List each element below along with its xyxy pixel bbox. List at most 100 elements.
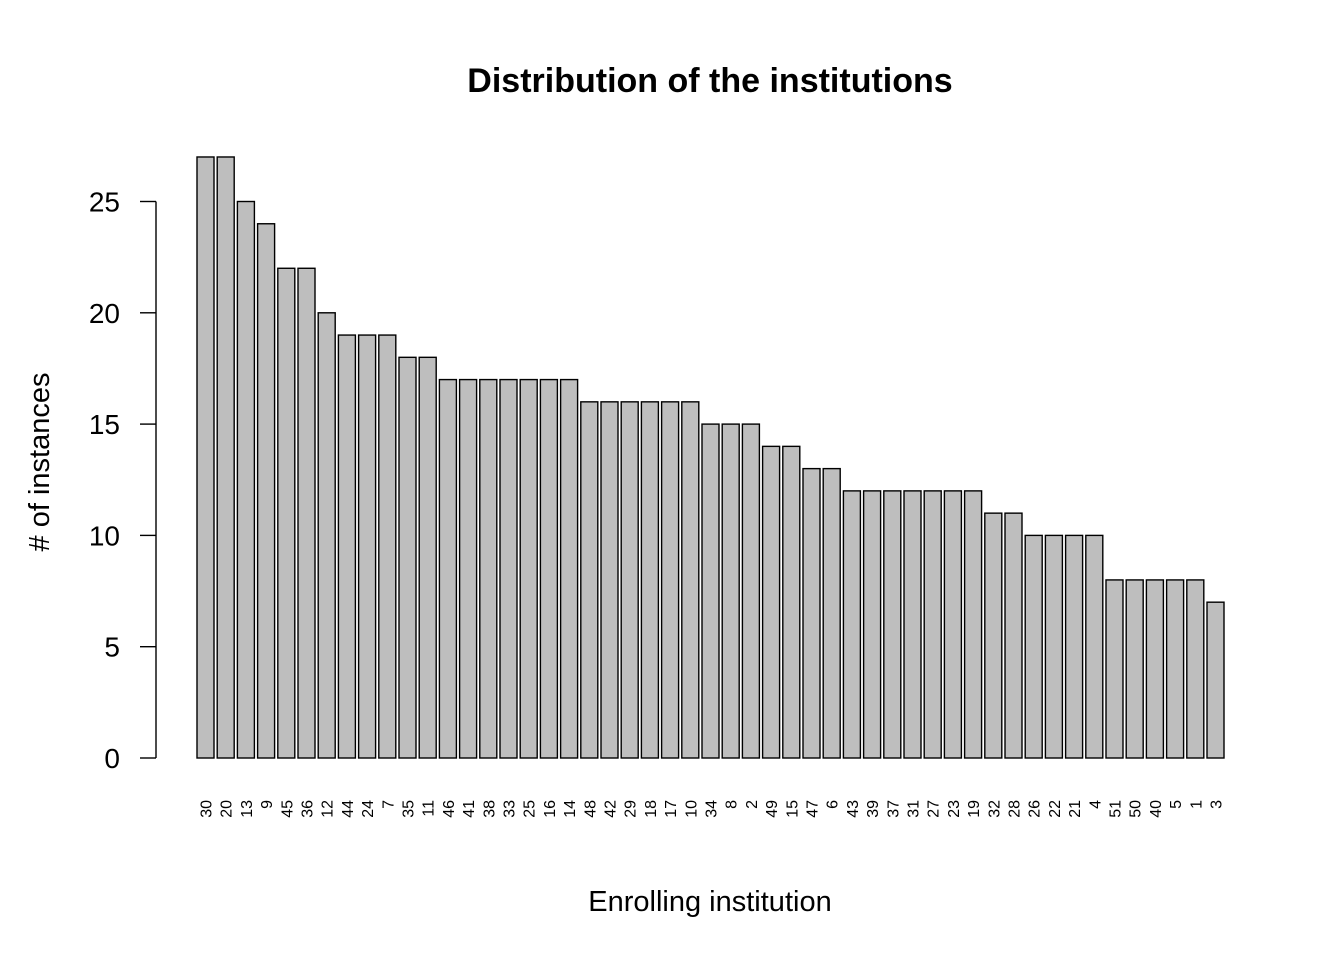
bar-34 bbox=[701, 423, 720, 759]
x-axis-label: Enrolling institution bbox=[588, 886, 831, 918]
x-tick-label: 35 bbox=[401, 800, 418, 818]
bar-3 bbox=[1206, 601, 1225, 759]
bar-50 bbox=[1125, 579, 1144, 759]
bar-51 bbox=[1105, 579, 1124, 759]
bar-5 bbox=[1165, 579, 1185, 759]
x-tick-label: 45 bbox=[279, 800, 296, 818]
bar-9 bbox=[256, 223, 276, 759]
x-tick-label: 24 bbox=[360, 800, 377, 818]
bar-12 bbox=[317, 312, 336, 759]
x-tick-label: 6 bbox=[825, 800, 842, 809]
bar-8 bbox=[721, 423, 740, 759]
x-tick-label: 4 bbox=[1087, 800, 1104, 809]
bar-48 bbox=[580, 401, 599, 759]
x-tick-labels: 30 20 13 9 45 36 12 44 24 7 35 11 46 41 38 33 25 16 14 48 42… bbox=[199, 800, 1226, 818]
x-tick-label: 12 bbox=[320, 800, 337, 818]
bar-32 bbox=[984, 512, 1003, 759]
x-tick-label: 50 bbox=[1128, 800, 1145, 818]
y-tick-label: 15 bbox=[89, 409, 120, 440]
bar-17 bbox=[660, 401, 680, 759]
bar-18 bbox=[640, 401, 660, 759]
x-tick-label: 23 bbox=[946, 800, 963, 818]
bar-19 bbox=[963, 490, 983, 759]
x-tick-label: 26 bbox=[1027, 800, 1044, 818]
bar-43 bbox=[842, 490, 862, 759]
bar-40 bbox=[1145, 579, 1165, 759]
bar-25 bbox=[519, 378, 538, 759]
bar-22 bbox=[1044, 534, 1064, 759]
x-tick-label: 7 bbox=[380, 800, 397, 809]
x-tick-label: 39 bbox=[865, 800, 882, 818]
y-tick-label: 5 bbox=[104, 632, 120, 663]
y-axis: 0 5 10 15 20 25 bbox=[89, 187, 157, 774]
x-tick-label: 46 bbox=[441, 800, 458, 818]
bar-38 bbox=[479, 378, 498, 759]
x-tick-label: 37 bbox=[885, 800, 902, 818]
bar-41 bbox=[458, 378, 478, 759]
x-tick-label: 10 bbox=[683, 800, 700, 818]
bar-39 bbox=[862, 490, 882, 759]
x-tick-label: 15 bbox=[784, 800, 801, 818]
x-tick-label: 13 bbox=[239, 800, 256, 818]
bar-14 bbox=[559, 378, 579, 759]
bar-46 bbox=[438, 378, 458, 759]
x-tick-label: 1 bbox=[1188, 800, 1205, 809]
x-tick-label: 16 bbox=[542, 800, 559, 818]
bar-37 bbox=[883, 490, 902, 759]
x-tick-label: 42 bbox=[603, 800, 620, 818]
bar-4 bbox=[1085, 534, 1104, 759]
x-tick-label: 9 bbox=[259, 800, 276, 809]
x-tick-label: 8 bbox=[724, 800, 741, 809]
x-tick-label: 21 bbox=[1067, 800, 1084, 818]
bar-1 bbox=[1186, 579, 1205, 759]
x-tick-label: 47 bbox=[805, 800, 822, 818]
bar-23 bbox=[943, 490, 963, 759]
x-tick-label: 19 bbox=[966, 800, 983, 818]
y-tick-label: 20 bbox=[89, 298, 120, 329]
bar-36 bbox=[297, 267, 316, 759]
x-tick-label: 25 bbox=[522, 800, 539, 818]
x-tick-label: 32 bbox=[986, 800, 1003, 818]
x-tick-label: 20 bbox=[219, 800, 236, 818]
y-tick-label: 25 bbox=[89, 187, 120, 218]
bar-28 bbox=[1004, 512, 1023, 759]
bar-10 bbox=[681, 401, 700, 759]
x-tick-label: 11 bbox=[421, 800, 438, 817]
x-tick-label: 40 bbox=[1148, 800, 1165, 818]
chart-title: Distribution of the institutions bbox=[467, 62, 952, 100]
x-tick-label: 34 bbox=[704, 800, 721, 818]
x-tick-label: 38 bbox=[481, 800, 498, 818]
x-tick-label: 5 bbox=[1168, 800, 1185, 809]
bar-27 bbox=[923, 490, 942, 759]
x-tick-label: 41 bbox=[461, 800, 478, 818]
x-tick-label: 31 bbox=[906, 800, 923, 818]
bar-42 bbox=[600, 401, 619, 759]
bar-33 bbox=[499, 378, 518, 759]
bar-6 bbox=[822, 467, 841, 759]
x-tick-label: 33 bbox=[502, 800, 519, 818]
bar-49 bbox=[761, 445, 781, 759]
bar-2 bbox=[741, 423, 761, 759]
x-tick-label: 28 bbox=[1007, 800, 1024, 818]
bar-15 bbox=[782, 445, 801, 759]
bar-13 bbox=[236, 200, 256, 759]
bar-24 bbox=[357, 334, 377, 759]
x-tick-label: 29 bbox=[623, 800, 640, 818]
bar-35 bbox=[398, 356, 417, 759]
x-tick-label: 2 bbox=[744, 800, 761, 809]
x-tick-label: 18 bbox=[643, 800, 660, 818]
y-axis-label: # of instances bbox=[24, 373, 56, 552]
x-tick-label: 14 bbox=[562, 800, 579, 818]
bar-31 bbox=[903, 490, 922, 759]
bar-11 bbox=[418, 356, 437, 759]
x-tick-label: 51 bbox=[1108, 800, 1125, 818]
x-tick-label: 48 bbox=[582, 800, 599, 818]
bar-16 bbox=[539, 378, 559, 759]
y-tick-label: 0 bbox=[104, 743, 120, 774]
bar-21 bbox=[1064, 534, 1084, 759]
x-tick-label: 44 bbox=[340, 800, 357, 818]
x-tick-label: 17 bbox=[663, 800, 680, 818]
x-tick-label: 36 bbox=[300, 800, 317, 818]
bar-29 bbox=[620, 401, 639, 759]
